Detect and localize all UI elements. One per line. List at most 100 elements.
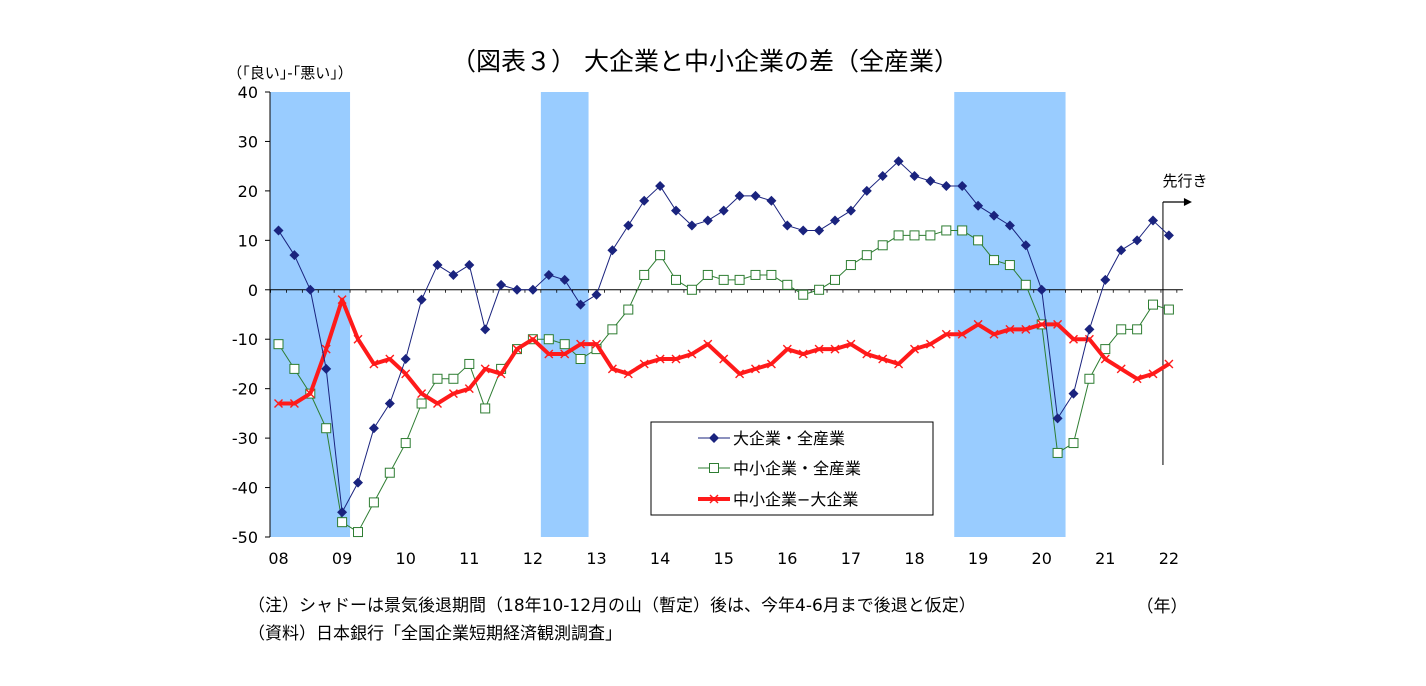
data-point [989, 210, 999, 221]
data-point [957, 180, 968, 191]
x-tick-label: 22 [1159, 549, 1179, 568]
data-point [544, 349, 554, 359]
data-point-stroke [925, 339, 935, 349]
data-point [623, 369, 633, 379]
data-point-stroke [782, 344, 792, 354]
data-point [448, 373, 459, 384]
y-tick-label: -20 [232, 380, 258, 399]
data-point-stroke [321, 344, 331, 354]
data-point [814, 344, 824, 354]
data-point [798, 349, 808, 359]
data-point [877, 240, 888, 251]
data-point [528, 334, 538, 344]
legend-item-3: 中小企業−大企業 [698, 490, 858, 509]
data-point [798, 225, 809, 236]
data-point [830, 215, 840, 226]
data-point [671, 274, 681, 285]
data-point [480, 403, 491, 414]
data-point [480, 364, 490, 374]
data-point [369, 359, 379, 369]
data-point [925, 230, 936, 241]
data-point [1005, 324, 1015, 334]
data-point-stroke [798, 349, 808, 359]
y-axis-label: （｢良い｣-｢悪い｣） [227, 64, 352, 82]
data-point [798, 289, 809, 300]
forecast-marker: 先行き [1162, 172, 1207, 465]
data-point-stroke [973, 319, 983, 329]
data-point [1163, 230, 1174, 241]
x-tick-label: 18 [904, 549, 924, 568]
data-point [1053, 319, 1063, 329]
legend-item-1: 大企業・全産業 [698, 429, 845, 448]
data-point [559, 339, 570, 350]
data-point [1068, 388, 1079, 399]
data-point [814, 284, 825, 295]
data-point [702, 215, 713, 226]
data-point [512, 344, 522, 354]
data-point [592, 339, 601, 349]
data-point-stroke [735, 369, 745, 379]
data-point-stroke [639, 359, 649, 369]
data-point [1163, 304, 1174, 315]
data-point-stroke [576, 339, 586, 349]
y-tick-label: 0 [248, 281, 258, 300]
data-point-stroke [1053, 319, 1063, 329]
x-tick-label: 16 [777, 549, 797, 568]
data-point [782, 279, 793, 290]
data-point [830, 274, 840, 285]
data-point [1100, 274, 1111, 285]
data-point-stroke [274, 399, 283, 408]
data-point [814, 225, 825, 236]
data-point [1020, 240, 1031, 251]
legend-label: 中小企業−大企業 [733, 490, 858, 509]
data-point-stroke [830, 344, 840, 354]
data-point [432, 260, 443, 271]
data-point [400, 354, 411, 364]
y-axis-ticks: 40 30 20 10 0 -10 -20 -30 -40 -50 [232, 83, 270, 547]
data-point-stroke [878, 354, 888, 364]
data-point [1148, 369, 1158, 379]
y-tick-label: 40 [238, 83, 258, 102]
data-point [337, 507, 348, 518]
data-point [623, 220, 634, 231]
data-point [1132, 324, 1143, 335]
x-tick-label: 15 [714, 549, 734, 568]
data-point [1132, 374, 1142, 384]
data-point [687, 349, 697, 359]
x-tick-label: 14 [650, 549, 670, 568]
data-point [878, 354, 888, 364]
data-point-stroke [1021, 324, 1031, 334]
data-point-stroke [910, 344, 919, 354]
data-point-stroke [703, 339, 713, 349]
data-point [1052, 413, 1063, 424]
x-tick-label: 09 [332, 549, 352, 568]
y-tick-label: 30 [238, 132, 258, 151]
x-tick-label: 21 [1095, 549, 1115, 568]
data-point [559, 274, 570, 285]
data-point-stroke [1005, 324, 1015, 334]
data-point-stroke [623, 369, 633, 379]
data-point [861, 250, 872, 261]
data-point [734, 274, 745, 285]
data-point [1100, 344, 1111, 355]
data-point [416, 398, 427, 409]
note-shading: （注）シャドーは景気後退期間（18年10-12月の山（暫定）後は、今年4-6月ま… [248, 596, 976, 616]
data-point-stroke [1100, 354, 1110, 364]
data-point [464, 384, 474, 394]
data-point [639, 195, 650, 206]
data-point [305, 284, 316, 295]
data-point [289, 250, 300, 261]
data-point [1004, 260, 1015, 271]
data-point [607, 245, 618, 256]
recession-band-2 [540, 92, 589, 537]
data-point-stroke [560, 349, 570, 359]
data-point [830, 344, 840, 354]
data-point [909, 230, 920, 241]
data-point [368, 423, 379, 434]
data-point [337, 517, 348, 528]
x-tick-label: 08 [268, 549, 288, 568]
data-point-stroke [528, 334, 538, 344]
data-point [686, 220, 697, 231]
data-point-stroke [1148, 369, 1158, 379]
